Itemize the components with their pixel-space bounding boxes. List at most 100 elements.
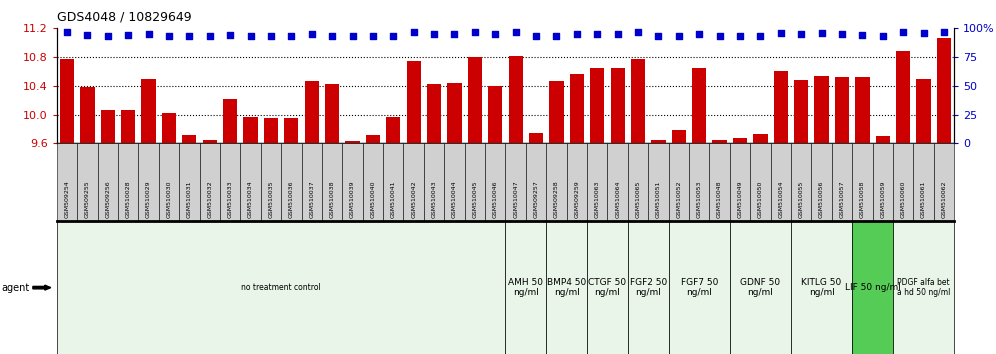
Text: CTGF 50
ng/ml: CTGF 50 ng/ml	[589, 278, 626, 297]
Text: GSM510032: GSM510032	[207, 180, 212, 218]
Text: GSM510045: GSM510045	[472, 180, 477, 218]
Text: GSM509255: GSM509255	[85, 180, 90, 218]
Bar	[346, 141, 360, 354]
Text: GSM510042: GSM510042	[411, 180, 416, 218]
Text: GSM509258: GSM509258	[554, 180, 559, 218]
Bar	[937, 38, 951, 354]
Point	[304, 31, 320, 37]
Bar	[305, 81, 319, 354]
Text: GSM510061: GSM510061	[921, 180, 926, 218]
Text: GSM510059: GSM510059	[880, 180, 885, 218]
Bar	[284, 118, 299, 354]
Bar	[386, 117, 400, 354]
Point	[426, 31, 442, 37]
Point	[915, 30, 931, 36]
Point	[814, 30, 830, 36]
Bar	[427, 84, 441, 354]
Point	[671, 34, 687, 39]
Point	[121, 33, 136, 38]
Bar	[264, 118, 278, 354]
Text: GSM510048: GSM510048	[717, 180, 722, 218]
Text: GSM510051: GSM510051	[656, 180, 661, 218]
Point	[365, 34, 380, 39]
Text: GSM509257: GSM509257	[534, 180, 539, 218]
Text: PDGF alfa bet
a hd 50 ng/ml: PDGF alfa bet a hd 50 ng/ml	[896, 278, 950, 297]
Point	[752, 34, 768, 39]
Text: GSM509254: GSM509254	[65, 180, 70, 218]
Bar	[529, 133, 543, 354]
Point	[773, 30, 789, 36]
Text: GSM510065: GSM510065	[635, 180, 640, 218]
Point	[691, 31, 707, 37]
Bar	[896, 51, 910, 354]
Point	[243, 34, 259, 39]
Bar	[875, 136, 889, 354]
Text: GSM510054: GSM510054	[778, 180, 783, 218]
Point	[80, 33, 96, 38]
Bar	[141, 79, 155, 354]
Point	[405, 29, 421, 35]
Bar	[815, 76, 829, 354]
Bar	[60, 58, 74, 354]
Text: no treatment control: no treatment control	[241, 283, 321, 292]
Text: GSM510039: GSM510039	[350, 180, 355, 218]
Point	[508, 29, 524, 35]
Text: GSM510056: GSM510056	[819, 180, 824, 218]
Point	[936, 29, 952, 35]
Text: GSM510046: GSM510046	[493, 180, 498, 218]
Text: GDNF 50
ng/ml: GDNF 50 ng/ml	[740, 278, 781, 297]
Bar	[447, 83, 461, 354]
Text: GSM510049: GSM510049	[737, 180, 742, 218]
Bar	[671, 130, 686, 354]
Text: GSM510057: GSM510057	[840, 180, 845, 218]
Bar	[81, 87, 95, 354]
Bar	[509, 56, 523, 354]
Point	[161, 34, 177, 39]
Point	[487, 31, 503, 37]
Text: GSM510040: GSM510040	[371, 180, 375, 218]
Point	[385, 34, 401, 39]
Text: GSM509259: GSM509259	[575, 180, 580, 218]
Bar	[488, 86, 502, 354]
Text: AMH 50
ng/ml: AMH 50 ng/ml	[508, 278, 544, 297]
Bar	[161, 113, 176, 354]
Point	[283, 34, 299, 39]
Bar	[182, 135, 196, 354]
Text: GSM510038: GSM510038	[330, 180, 335, 218]
Point	[181, 34, 197, 39]
Point	[855, 33, 871, 38]
Point	[732, 34, 748, 39]
Point	[100, 34, 116, 39]
Text: GSM510060: GSM510060	[900, 180, 905, 218]
Point	[610, 31, 625, 37]
Text: GSM510062: GSM510062	[941, 180, 946, 218]
Text: GSM510029: GSM510029	[146, 180, 151, 218]
Bar	[794, 80, 809, 354]
Text: GSM510053: GSM510053	[697, 180, 702, 218]
Text: agent: agent	[1, 282, 29, 293]
Bar	[630, 59, 645, 354]
Text: GDS4048 / 10829649: GDS4048 / 10829649	[57, 11, 191, 24]
Point	[793, 31, 809, 37]
Point	[569, 31, 585, 37]
Point	[345, 34, 361, 39]
Text: LIF 50 ng/ml: LIF 50 ng/ml	[845, 283, 900, 292]
Point	[446, 31, 462, 37]
Bar	[590, 68, 605, 354]
Text: FGF7 50
ng/ml: FGF7 50 ng/ml	[680, 278, 718, 297]
Text: GSM510036: GSM510036	[289, 180, 294, 218]
Text: GSM510050: GSM510050	[758, 180, 763, 218]
Bar	[774, 72, 788, 354]
Text: FGF2 50
ng/ml: FGF2 50 ng/ml	[629, 278, 667, 297]
Bar	[243, 117, 258, 354]
Text: GSM510035: GSM510035	[269, 180, 274, 218]
Point	[528, 34, 544, 39]
Text: GSM510037: GSM510037	[309, 180, 314, 218]
Text: GSM510055: GSM510055	[799, 180, 804, 218]
Text: GSM510034: GSM510034	[248, 180, 253, 218]
Text: GSM510033: GSM510033	[228, 180, 233, 218]
Point	[650, 34, 666, 39]
Point	[712, 34, 728, 39]
Text: GSM510063: GSM510063	[595, 180, 600, 218]
Bar	[916, 79, 930, 354]
